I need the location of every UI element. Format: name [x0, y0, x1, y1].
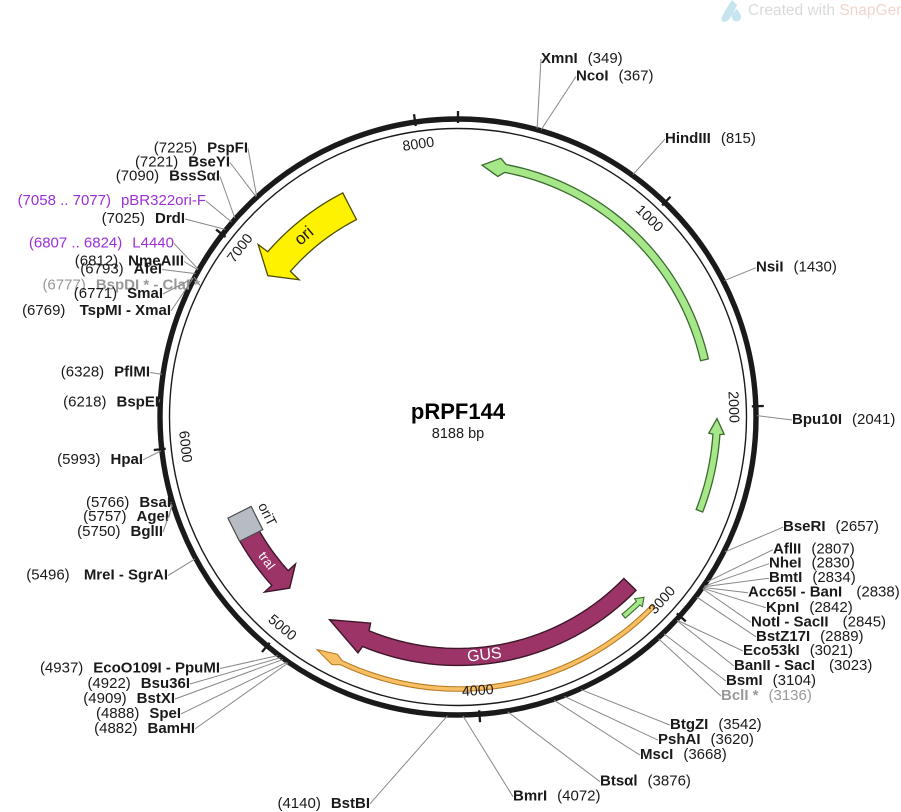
svg-text:(7058 .. 7077): (7058 .. 7077) [18, 192, 111, 209]
svg-text:(1430): (1430) [794, 259, 837, 276]
svg-text:NcoI: NcoI [576, 67, 609, 84]
svg-text:(2838): (2838) [856, 584, 899, 601]
svg-text:PflMI: PflMI [114, 363, 150, 380]
svg-text:(4937): (4937) [40, 659, 83, 676]
svg-text:XmnI: XmnI [541, 50, 578, 67]
svg-text:(4140): (4140) [277, 795, 320, 812]
svg-text:(4882): (4882) [94, 720, 137, 737]
svg-text:TspMI - XmaI: TspMI - XmaI [80, 302, 171, 319]
svg-text:6000: 6000 [175, 430, 194, 463]
svg-text:3000: 3000 [646, 583, 679, 617]
svg-text:Btsαl: Btsαl [600, 773, 638, 790]
svg-text:(5750): (5750) [77, 523, 120, 540]
svg-text:(3668): (3668) [683, 746, 726, 763]
svg-text:8000: 8000 [402, 134, 436, 154]
svg-text:pBR322ori-F: pBR322ori-F [121, 192, 206, 209]
svg-text:(2041): (2041) [852, 411, 895, 428]
svg-text:MreI - SgrAI: MreI - SgrAI [84, 567, 168, 584]
svg-text:(5993): (5993) [57, 451, 100, 468]
svg-text:L4440: L4440 [132, 234, 174, 251]
svg-text:(6769): (6769) [22, 302, 65, 319]
svg-text:Created with SnapGene®: Created with SnapGene® [748, 2, 901, 19]
svg-text:BspEI: BspEI [116, 393, 159, 410]
svg-text:DrdI: DrdI [155, 210, 185, 227]
svg-text:(349): (349) [588, 50, 623, 67]
svg-text:(2657): (2657) [836, 518, 879, 535]
svg-text:(6807 .. 6824): (6807 .. 6824) [29, 234, 122, 251]
svg-text:AfeI: AfeI [134, 260, 162, 277]
svg-text:5000: 5000 [265, 612, 300, 645]
svg-text:HindIII: HindIII [665, 130, 711, 147]
svg-text:(5496): (5496) [26, 567, 69, 584]
svg-text:BglII: BglII [131, 523, 164, 540]
svg-text:(4072): (4072) [557, 788, 600, 805]
svg-text:4000: 4000 [461, 682, 494, 700]
svg-text:2000: 2000 [724, 391, 741, 423]
svg-text:8188 bp: 8188 bp [432, 426, 484, 442]
svg-text:(6771): (6771) [74, 285, 117, 302]
svg-text:1000: 1000 [632, 202, 666, 236]
svg-text:(7090): (7090) [116, 167, 159, 184]
svg-text:(3136): (3136) [769, 687, 812, 704]
svg-text:pRPF144: pRPF144 [411, 399, 506, 424]
svg-text:(3023): (3023) [829, 657, 872, 674]
svg-text:MscI: MscI [640, 746, 673, 763]
svg-text:BamHI: BamHI [147, 720, 195, 737]
svg-text:Bpu10I: Bpu10I [792, 411, 842, 428]
svg-text:HpaI: HpaI [110, 451, 143, 468]
svg-text:(6328): (6328) [61, 363, 104, 380]
svg-text:BseRI: BseRI [783, 518, 826, 535]
svg-text:(7025): (7025) [102, 210, 145, 227]
svg-text:EcoO109I - PpuMI: EcoO109I - PpuMI [93, 659, 220, 676]
svg-text:BstBI: BstBI [331, 795, 370, 812]
svg-text:(3876): (3876) [648, 773, 691, 790]
svg-text:BssSαI: BssSαI [169, 167, 220, 184]
svg-text:BmrI: BmrI [513, 788, 547, 805]
svg-text:(6793): (6793) [80, 260, 123, 277]
svg-text:7000: 7000 [224, 231, 256, 266]
svg-text:(367): (367) [619, 67, 654, 84]
svg-text:SmaI: SmaI [127, 285, 163, 302]
svg-text:(815): (815) [721, 130, 756, 147]
svg-text:(6218): (6218) [63, 393, 106, 410]
svg-text:NsiI: NsiI [756, 259, 784, 276]
svg-text:BclI *: BclI * [721, 687, 759, 704]
